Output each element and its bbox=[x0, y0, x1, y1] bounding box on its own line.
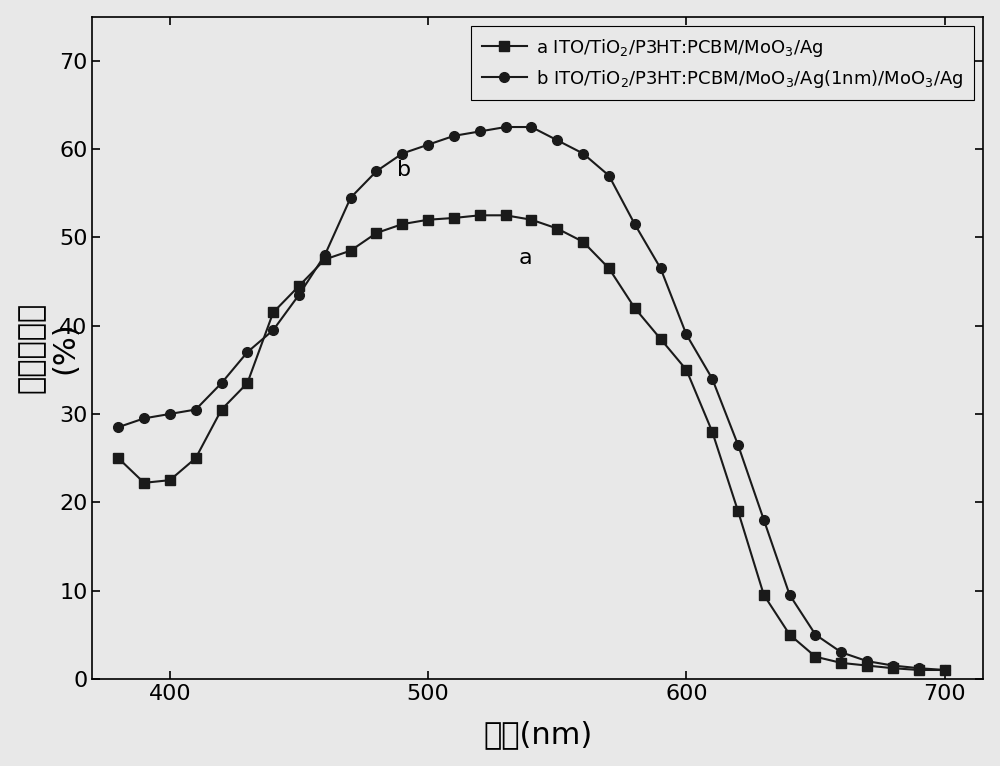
b ITO/TiO$_2$/P3HT:PCBM/MoO$_3$/Ag(1nm)/MoO$_3$/Ag bbox=[577, 149, 589, 158]
b ITO/TiO$_2$/P3HT:PCBM/MoO$_3$/Ag(1nm)/MoO$_3$/Ag bbox=[655, 264, 667, 273]
b ITO/TiO$_2$/P3HT:PCBM/MoO$_3$/Ag(1nm)/MoO$_3$/Ag bbox=[732, 440, 744, 450]
a ITO/TiO$_2$/P3HT:PCBM/MoO$_3$/Ag bbox=[629, 303, 641, 313]
a ITO/TiO$_2$/P3HT:PCBM/MoO$_3$/Ag bbox=[138, 478, 150, 487]
b ITO/TiO$_2$/P3HT:PCBM/MoO$_3$/Ag(1nm)/MoO$_3$/Ag bbox=[474, 127, 486, 136]
Line: b ITO/TiO$_2$/P3HT:PCBM/MoO$_3$/Ag(1nm)/MoO$_3$/Ag: b ITO/TiO$_2$/P3HT:PCBM/MoO$_3$/Ag(1nm)/… bbox=[113, 122, 949, 675]
b ITO/TiO$_2$/P3HT:PCBM/MoO$_3$/Ag(1nm)/MoO$_3$/Ag bbox=[370, 166, 382, 175]
a ITO/TiO$_2$/P3HT:PCBM/MoO$_3$/Ag bbox=[577, 237, 589, 247]
a ITO/TiO$_2$/P3HT:PCBM/MoO$_3$/Ag bbox=[835, 658, 847, 667]
b ITO/TiO$_2$/P3HT:PCBM/MoO$_3$/Ag(1nm)/MoO$_3$/Ag bbox=[190, 405, 202, 414]
Y-axis label: 外量子效率
(%): 外量子效率 (%) bbox=[17, 302, 79, 394]
X-axis label: 波长(nm): 波长(nm) bbox=[483, 720, 593, 749]
b ITO/TiO$_2$/P3HT:PCBM/MoO$_3$/Ag(1nm)/MoO$_3$/Ag bbox=[396, 149, 408, 158]
b ITO/TiO$_2$/P3HT:PCBM/MoO$_3$/Ag(1nm)/MoO$_3$/Ag bbox=[525, 123, 537, 132]
a ITO/TiO$_2$/P3HT:PCBM/MoO$_3$/Ag bbox=[861, 661, 873, 670]
a ITO/TiO$_2$/P3HT:PCBM/MoO$_3$/Ag bbox=[474, 211, 486, 220]
b ITO/TiO$_2$/P3HT:PCBM/MoO$_3$/Ag(1nm)/MoO$_3$/Ag bbox=[939, 666, 951, 675]
a ITO/TiO$_2$/P3HT:PCBM/MoO$_3$/Ag bbox=[190, 453, 202, 463]
a ITO/TiO$_2$/P3HT:PCBM/MoO$_3$/Ag bbox=[551, 224, 563, 233]
a ITO/TiO$_2$/P3HT:PCBM/MoO$_3$/Ag bbox=[500, 211, 512, 220]
a ITO/TiO$_2$/P3HT:PCBM/MoO$_3$/Ag bbox=[758, 591, 770, 600]
a ITO/TiO$_2$/P3HT:PCBM/MoO$_3$/Ag bbox=[112, 453, 124, 463]
b ITO/TiO$_2$/P3HT:PCBM/MoO$_3$/Ag(1nm)/MoO$_3$/Ag bbox=[861, 656, 873, 666]
b ITO/TiO$_2$/P3HT:PCBM/MoO$_3$/Ag(1nm)/MoO$_3$/Ag bbox=[913, 663, 925, 673]
a ITO/TiO$_2$/P3HT:PCBM/MoO$_3$/Ag bbox=[370, 228, 382, 237]
a ITO/TiO$_2$/P3HT:PCBM/MoO$_3$/Ag bbox=[216, 405, 228, 414]
b ITO/TiO$_2$/P3HT:PCBM/MoO$_3$/Ag(1nm)/MoO$_3$/Ag bbox=[784, 591, 796, 600]
b ITO/TiO$_2$/P3HT:PCBM/MoO$_3$/Ag(1nm)/MoO$_3$/Ag bbox=[267, 326, 279, 335]
b ITO/TiO$_2$/P3HT:PCBM/MoO$_3$/Ag(1nm)/MoO$_3$/Ag bbox=[809, 630, 821, 640]
b ITO/TiO$_2$/P3HT:PCBM/MoO$_3$/Ag(1nm)/MoO$_3$/Ag bbox=[706, 374, 718, 383]
b ITO/TiO$_2$/P3HT:PCBM/MoO$_3$/Ag(1nm)/MoO$_3$/Ag bbox=[629, 220, 641, 229]
b ITO/TiO$_2$/P3HT:PCBM/MoO$_3$/Ag(1nm)/MoO$_3$/Ag bbox=[887, 661, 899, 670]
a ITO/TiO$_2$/P3HT:PCBM/MoO$_3$/Ag bbox=[396, 220, 408, 229]
a ITO/TiO$_2$/P3HT:PCBM/MoO$_3$/Ag bbox=[603, 264, 615, 273]
a ITO/TiO$_2$/P3HT:PCBM/MoO$_3$/Ag bbox=[241, 378, 253, 388]
b ITO/TiO$_2$/P3HT:PCBM/MoO$_3$/Ag(1nm)/MoO$_3$/Ag bbox=[551, 136, 563, 145]
Line: a ITO/TiO$_2$/P3HT:PCBM/MoO$_3$/Ag: a ITO/TiO$_2$/P3HT:PCBM/MoO$_3$/Ag bbox=[113, 211, 949, 675]
b ITO/TiO$_2$/P3HT:PCBM/MoO$_3$/Ag(1nm)/MoO$_3$/Ag bbox=[422, 140, 434, 149]
a ITO/TiO$_2$/P3HT:PCBM/MoO$_3$/Ag bbox=[655, 334, 667, 343]
a ITO/TiO$_2$/P3HT:PCBM/MoO$_3$/Ag bbox=[267, 308, 279, 317]
a ITO/TiO$_2$/P3HT:PCBM/MoO$_3$/Ag bbox=[345, 246, 357, 255]
b ITO/TiO$_2$/P3HT:PCBM/MoO$_3$/Ag(1nm)/MoO$_3$/Ag bbox=[112, 423, 124, 432]
a ITO/TiO$_2$/P3HT:PCBM/MoO$_3$/Ag bbox=[732, 506, 744, 516]
b ITO/TiO$_2$/P3HT:PCBM/MoO$_3$/Ag(1nm)/MoO$_3$/Ag bbox=[500, 123, 512, 132]
b ITO/TiO$_2$/P3HT:PCBM/MoO$_3$/Ag(1nm)/MoO$_3$/Ag bbox=[680, 330, 692, 339]
b ITO/TiO$_2$/P3HT:PCBM/MoO$_3$/Ag(1nm)/MoO$_3$/Ag bbox=[758, 516, 770, 525]
b ITO/TiO$_2$/P3HT:PCBM/MoO$_3$/Ag(1nm)/MoO$_3$/Ag bbox=[345, 193, 357, 202]
a ITO/TiO$_2$/P3HT:PCBM/MoO$_3$/Ag bbox=[525, 215, 537, 224]
a ITO/TiO$_2$/P3HT:PCBM/MoO$_3$/Ag bbox=[293, 281, 305, 290]
a ITO/TiO$_2$/P3HT:PCBM/MoO$_3$/Ag bbox=[809, 652, 821, 661]
a ITO/TiO$_2$/P3HT:PCBM/MoO$_3$/Ag bbox=[887, 663, 899, 673]
a ITO/TiO$_2$/P3HT:PCBM/MoO$_3$/Ag bbox=[939, 666, 951, 675]
a ITO/TiO$_2$/P3HT:PCBM/MoO$_3$/Ag bbox=[706, 427, 718, 436]
b ITO/TiO$_2$/P3HT:PCBM/MoO$_3$/Ag(1nm)/MoO$_3$/Ag bbox=[835, 648, 847, 657]
a ITO/TiO$_2$/P3HT:PCBM/MoO$_3$/Ag bbox=[913, 666, 925, 675]
a ITO/TiO$_2$/P3HT:PCBM/MoO$_3$/Ag bbox=[164, 476, 176, 485]
Legend: a ITO/TiO$_2$/P3HT:PCBM/MoO$_3$/Ag, b ITO/TiO$_2$/P3HT:PCBM/MoO$_3$/Ag(1nm)/MoO$: a ITO/TiO$_2$/P3HT:PCBM/MoO$_3$/Ag, b IT… bbox=[471, 26, 974, 100]
a ITO/TiO$_2$/P3HT:PCBM/MoO$_3$/Ag bbox=[784, 630, 796, 640]
b ITO/TiO$_2$/P3HT:PCBM/MoO$_3$/Ag(1nm)/MoO$_3$/Ag bbox=[241, 348, 253, 357]
b ITO/TiO$_2$/P3HT:PCBM/MoO$_3$/Ag(1nm)/MoO$_3$/Ag bbox=[164, 409, 176, 418]
b ITO/TiO$_2$/P3HT:PCBM/MoO$_3$/Ag(1nm)/MoO$_3$/Ag bbox=[138, 414, 150, 423]
Text: a: a bbox=[519, 248, 532, 268]
b ITO/TiO$_2$/P3HT:PCBM/MoO$_3$/Ag(1nm)/MoO$_3$/Ag bbox=[603, 171, 615, 180]
b ITO/TiO$_2$/P3HT:PCBM/MoO$_3$/Ag(1nm)/MoO$_3$/Ag bbox=[216, 378, 228, 388]
b ITO/TiO$_2$/P3HT:PCBM/MoO$_3$/Ag(1nm)/MoO$_3$/Ag bbox=[448, 131, 460, 140]
a ITO/TiO$_2$/P3HT:PCBM/MoO$_3$/Ag bbox=[422, 215, 434, 224]
a ITO/TiO$_2$/P3HT:PCBM/MoO$_3$/Ag bbox=[319, 255, 331, 264]
b ITO/TiO$_2$/P3HT:PCBM/MoO$_3$/Ag(1nm)/MoO$_3$/Ag bbox=[319, 250, 331, 260]
Text: b: b bbox=[397, 159, 411, 179]
b ITO/TiO$_2$/P3HT:PCBM/MoO$_3$/Ag(1nm)/MoO$_3$/Ag bbox=[293, 290, 305, 300]
a ITO/TiO$_2$/P3HT:PCBM/MoO$_3$/Ag bbox=[680, 365, 692, 375]
a ITO/TiO$_2$/P3HT:PCBM/MoO$_3$/Ag bbox=[448, 214, 460, 223]
